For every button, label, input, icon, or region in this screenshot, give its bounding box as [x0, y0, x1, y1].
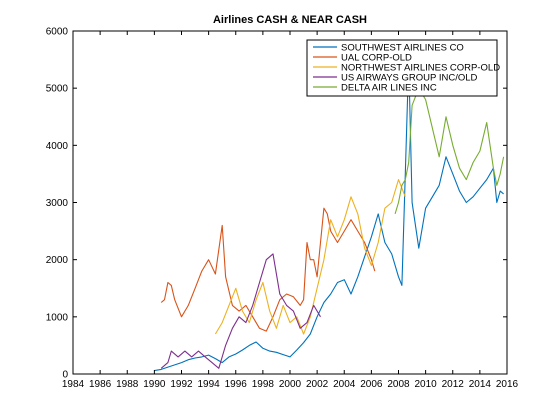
y-tick-label: 2000: [46, 255, 69, 266]
series-line-2: [214, 179, 406, 335]
series-line-1: [160, 207, 376, 332]
legend-label-2: NORTHWEST AIRLINES CORP-OLD: [341, 63, 500, 74]
x-tick-label: 1996: [225, 379, 248, 390]
x-tick-label: 1994: [198, 379, 221, 390]
x-tick-label: 2012: [442, 379, 465, 390]
x-tick-label: 2010: [415, 379, 438, 390]
legend-label-1: UAL CORP-OLD: [341, 53, 412, 64]
series-line-3: [160, 253, 321, 369]
y-tick-label: 0: [62, 370, 68, 381]
x-tick-label: 2016: [496, 379, 519, 390]
legend-label-3: US AIRWAYS GROUP INC/OLD: [341, 73, 478, 84]
x-tick-label: 1990: [143, 379, 166, 390]
legend-label-0: SOUTHWEST AIRLINES CO: [341, 43, 464, 54]
x-tick-label: 1998: [252, 379, 275, 390]
axis-layer: 1984 1986 1988 1990 1992 1994 1996 1998 2000 2002…: [46, 27, 519, 391]
series-line-4: [394, 87, 505, 215]
x-tick-label: 2004: [333, 379, 356, 390]
x-tick-label: 2002: [306, 379, 329, 390]
series-layer: [154, 59, 505, 372]
y-tick-label: 3000: [46, 198, 69, 209]
x-tick-label: 2008: [387, 379, 410, 390]
legend-box: [306, 39, 498, 97]
x-tick-label: 2000: [279, 379, 302, 390]
y-tick-label: 6000: [46, 27, 69, 38]
series-line-0: [154, 59, 504, 372]
x-tick-label: 1986: [89, 379, 112, 390]
x-tick-label: 2006: [360, 379, 383, 390]
x-tick-label: 2014: [469, 379, 492, 390]
x-tick-label: 1992: [170, 379, 193, 390]
chart-title: Airlines CASH & NEAR CASH: [213, 14, 367, 26]
y-tick-label: 5000: [46, 84, 69, 95]
x-tick-label: 1984: [62, 379, 85, 390]
y-tick-label: 1000: [46, 312, 69, 323]
legend-label-4: DELTA AIR LINES INC: [341, 83, 437, 94]
y-tick-label: 4000: [46, 141, 69, 152]
x-tick-label: 1988: [116, 379, 139, 390]
